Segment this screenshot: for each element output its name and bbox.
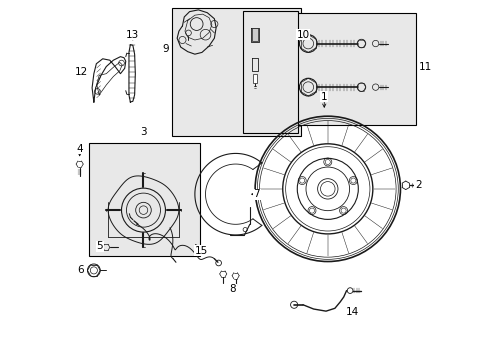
Text: 1: 1 — [320, 92, 327, 102]
Bar — [295, 13, 416, 125]
Text: 3: 3 — [140, 127, 146, 137]
Text: 11: 11 — [418, 62, 431, 72]
Text: 7: 7 — [253, 189, 260, 199]
Text: 13: 13 — [126, 30, 139, 40]
Text: 6: 6 — [77, 265, 84, 275]
Text: 14: 14 — [346, 307, 359, 317]
Text: 9: 9 — [162, 44, 169, 54]
Bar — [242, 10, 297, 133]
Bar — [171, 8, 301, 136]
Text: 5: 5 — [96, 241, 103, 251]
Text: 12: 12 — [75, 67, 88, 77]
Bar — [251, 28, 258, 41]
Text: 10: 10 — [296, 30, 309, 40]
Text: 2: 2 — [414, 180, 421, 190]
Bar — [88, 143, 200, 256]
Text: 15: 15 — [194, 246, 207, 256]
Text: 8: 8 — [229, 284, 236, 294]
Text: 4: 4 — [76, 144, 83, 154]
Bar — [252, 74, 256, 82]
